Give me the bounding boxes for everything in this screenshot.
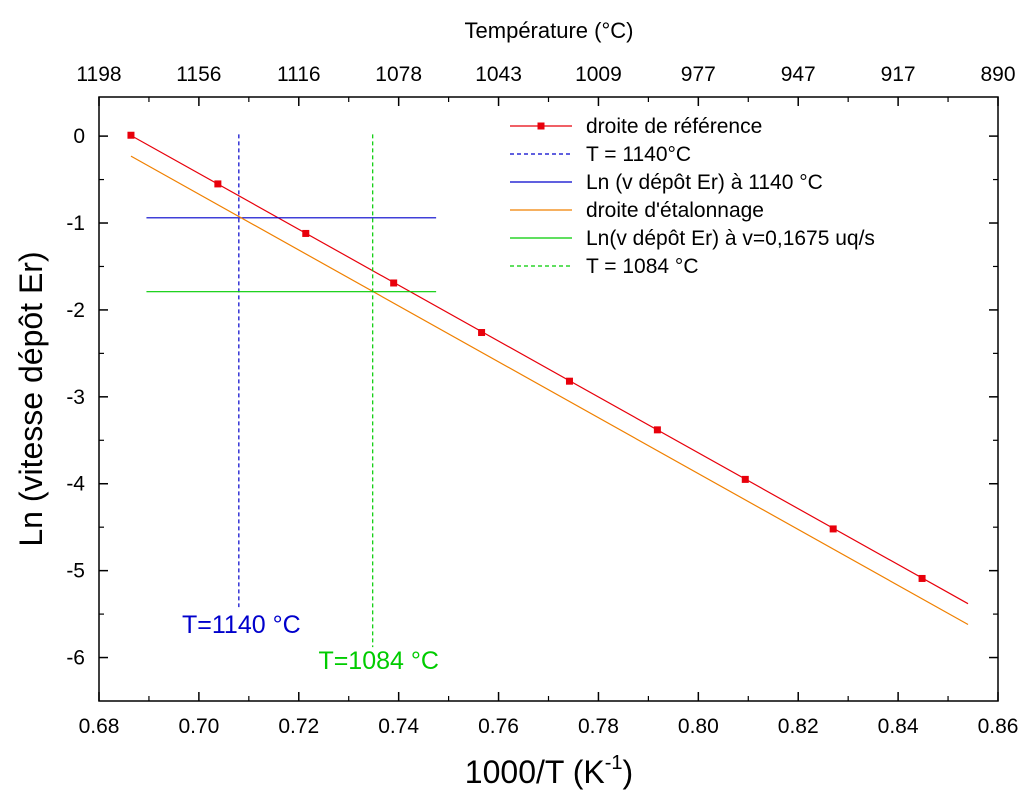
- series-0-point: [127, 131, 135, 139]
- series-0-point: [565, 377, 573, 385]
- series-0-point: [741, 475, 749, 483]
- x-tick-label: 0.68: [79, 715, 120, 738]
- x-axis-title: 1000/T (K-1): [465, 752, 633, 790]
- annotation-label: T=1140 °C: [182, 611, 301, 639]
- series-0-point: [829, 525, 837, 533]
- series-0-point: [302, 229, 310, 237]
- x-axis-title-main: 1000/T (K: [465, 754, 605, 790]
- series-0-point: [478, 329, 486, 337]
- top-tick-label: 1198: [76, 63, 121, 86]
- y-tick-label: 0: [73, 125, 85, 148]
- y-tick-label: -6: [66, 647, 85, 670]
- top-tick-label: 1116: [277, 63, 321, 86]
- legend-label: Ln(v dépôt Er) à v=0,1675 uq/s: [586, 227, 875, 250]
- y-tick-label: -3: [66, 386, 85, 409]
- top-axis-title: Température (°C): [465, 18, 634, 43]
- x-axis-title-superscript: -1: [605, 752, 623, 774]
- y-tick-label: -1: [66, 212, 85, 235]
- x-tick-label: 0.86: [978, 715, 1019, 738]
- top-tick-label: 977: [681, 63, 716, 86]
- top-tick-label: 1043: [475, 63, 522, 86]
- x-tick-label: 0.80: [678, 715, 719, 738]
- y-tick-label: -4: [66, 473, 85, 496]
- top-tick-label: 1156: [176, 63, 221, 86]
- annotation-label: T=1084 °C: [318, 647, 438, 675]
- legend-label: droite de référence: [586, 115, 762, 138]
- legend-label: T = 1140°C: [586, 143, 691, 166]
- legend: droite de référence T = 1140°C Ln (v dépôt…: [510, 115, 875, 278]
- series-0-point: [653, 426, 661, 434]
- top-tick-label: 1078: [375, 63, 422, 86]
- top-tick-label: 1009: [575, 63, 622, 86]
- x-tick-label: 0.72: [278, 715, 319, 738]
- legend-marker: [537, 122, 545, 130]
- series-3-line: [130, 155, 969, 626]
- data-layer: T=1140 °C T=1084 °C: [127, 131, 969, 675]
- series-0-point: [918, 574, 926, 582]
- x-tick-label: 0.74: [378, 715, 419, 738]
- x-tick-label: 0.78: [578, 715, 619, 738]
- y-tick-label: -2: [66, 299, 85, 322]
- x-axis-title-close: ): [623, 754, 634, 790]
- legend-label: droite d'étalonnage: [586, 199, 764, 222]
- series-0-line: [128, 133, 969, 605]
- series-0-point: [214, 180, 222, 188]
- top-tick-label: 890: [980, 63, 1015, 86]
- x-tick-label: 0.82: [778, 715, 819, 738]
- x-tick-label: 0.76: [478, 715, 519, 738]
- legend-label: Ln (v dépôt Er) à 1140 °C: [586, 171, 823, 194]
- legend-label: T = 1084 °C: [586, 255, 699, 278]
- series-0-point: [390, 279, 398, 287]
- axes-layer: 0.68 1198 0.70 1156 0.72 1116 0.74 1078 0.76 1043…: [66, 63, 1018, 738]
- top-tick-label: 917: [881, 63, 916, 86]
- x-tick-label: 0.84: [878, 715, 919, 738]
- y-axis-title: Ln (vitesse dépôt Er): [13, 251, 49, 546]
- x-tick-label: 0.70: [178, 715, 219, 738]
- y-tick-label: -5: [66, 560, 85, 583]
- top-tick-label: 947: [781, 63, 816, 86]
